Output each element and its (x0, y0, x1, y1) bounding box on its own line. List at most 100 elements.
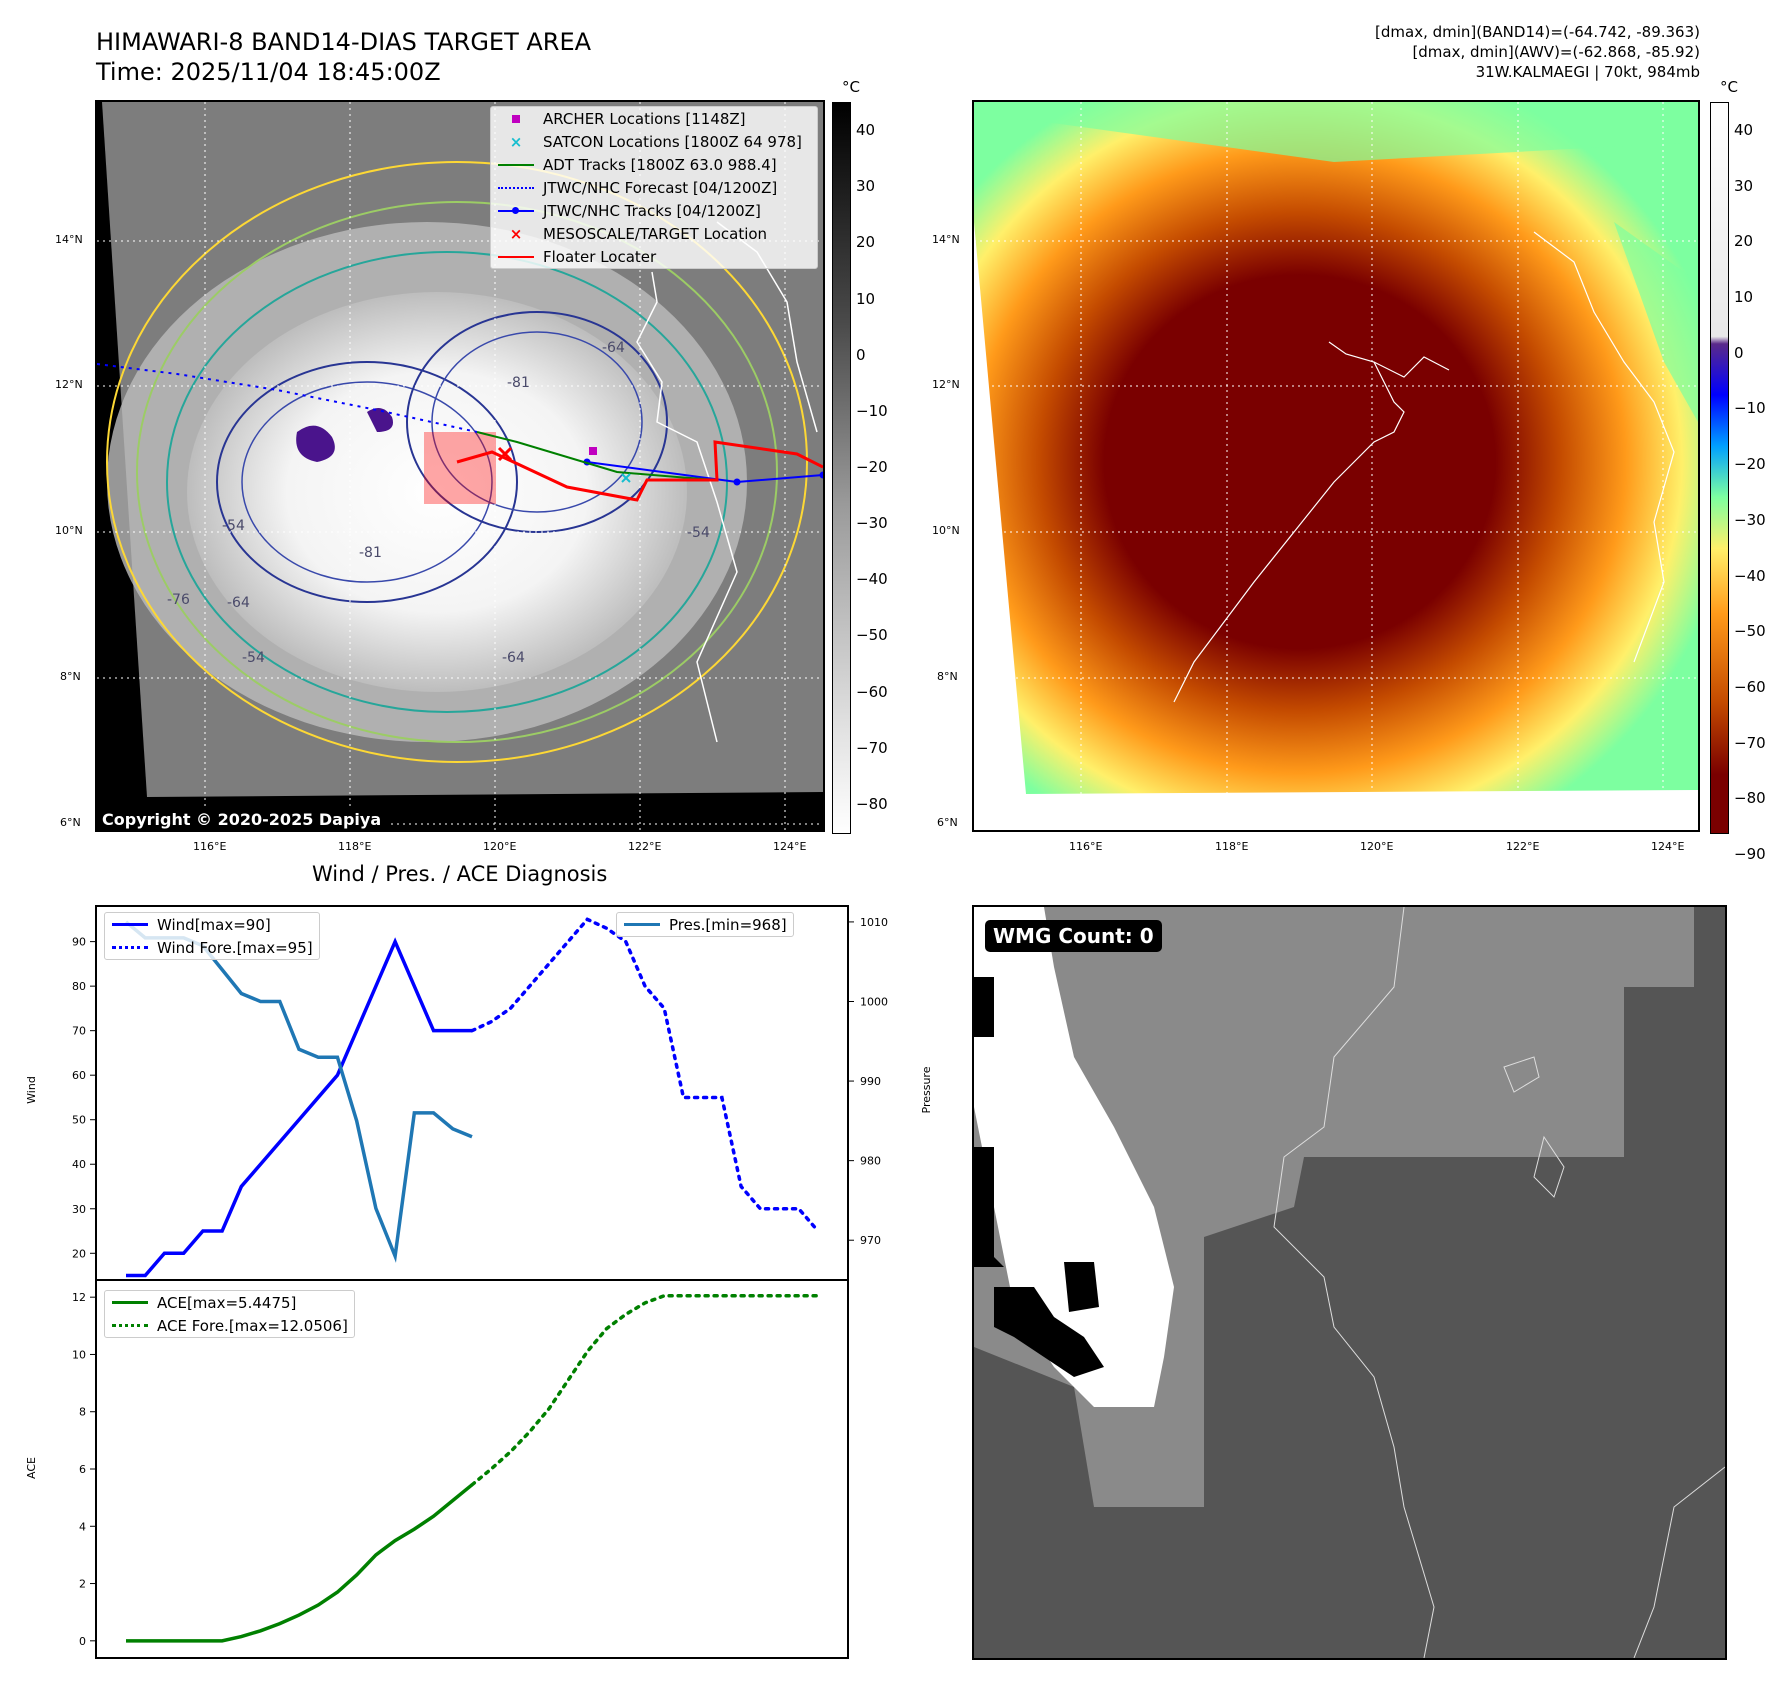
lat-label: 8°N (60, 670, 81, 683)
legend-label: JTWC/NHC Tracks [04/1200Z] (543, 201, 761, 220)
wind-ytick-label: 40 (72, 1158, 86, 1171)
copyright-badge: Copyright © 2020-2025 Dapiya (96, 807, 388, 832)
ace-ytick-label: 8 (79, 1406, 86, 1419)
legend-label: Pres.[min=968] (669, 915, 787, 934)
colorbar-tick-label: −30 (1734, 510, 1766, 529)
wind-ytick-label: 60 (72, 1069, 86, 1082)
pressure-ytick-label: 980 (860, 1155, 881, 1168)
colorbar-tick-label: −60 (856, 682, 888, 701)
stats-header: [dmax, dmin](BAND14)=(-64.742, -89.363) … (1375, 22, 1700, 82)
series-line-1 (470, 917, 820, 1233)
legend-label: ADT Tracks [1800Z 63.0 988.4] (543, 155, 777, 174)
ace-ytick-label: 6 (79, 1463, 86, 1476)
wmg-image (974, 907, 1725, 1658)
contour-label: -64 (227, 595, 250, 611)
colorbar-tick-label: −50 (1734, 622, 1766, 641)
wind-ytick-label: 20 (72, 1247, 86, 1260)
legend-ace: ACE[max=5.4475] (105, 1291, 354, 1314)
wind-ytick-label: 90 (72, 936, 86, 949)
colorbar-tick-label: −80 (856, 794, 888, 813)
colorbar-tick-label: 0 (1734, 343, 1744, 362)
colorbar-tick-label: 30 (1734, 176, 1754, 195)
legend-jtwc-forecast: JTWC/NHC Forecast [04/1200Z] (491, 176, 817, 199)
ace-series-line-0 (126, 1483, 474, 1643)
wind-pressure-chart: 20 30 40 50 60 70 80 90 970 980 990 1000 1010 Wind … (25, 905, 933, 1281)
colorbar-right-unit: °C (1720, 78, 1738, 96)
colorbar-tick-label: 10 (1734, 288, 1754, 306)
lon-label: 124°E (1651, 840, 1685, 853)
pressure-ytick-label: 990 (860, 1075, 881, 1088)
diag-title: Wind / Pres. / ACE Diagnosis (312, 862, 608, 886)
legend-label: JTWC/NHC Forecast [04/1200Z] (543, 178, 778, 197)
lat-label: 8°N (937, 670, 958, 683)
ir-map-panel: -54 -64 -81 -76 -54 -64 -54 -81 -64 (95, 100, 825, 832)
legend-satcon: × SATCON Locations [1800Z 64 978] (509, 132, 802, 151)
colorbar-left-unit: °C (842, 78, 860, 96)
ace-legend: ACE[max=5.4475] ACE Fore.[max=12.0506] (104, 1290, 355, 1338)
ace-plot-area (95, 1279, 849, 1659)
wmg-panel (972, 905, 1727, 1660)
lon-label: 120°E (483, 840, 517, 853)
legend-wind-forecast: Wind Fore.[max=95] (105, 936, 319, 959)
legend-label: Floater Locater (543, 247, 657, 266)
contour-label: -81 (359, 545, 382, 561)
lon-label: 118°E (338, 840, 372, 853)
lon-label: 116°E (1069, 840, 1103, 853)
colorbar-tick-label: −40 (1734, 566, 1766, 585)
legend-mesoscale: × MESOSCALE/TARGET Location (509, 224, 768, 243)
colorbar-tick-label: −50 (856, 626, 888, 645)
colorbar-tick-label: −40 (856, 570, 888, 589)
colorbar-tick-label: −20 (1734, 455, 1766, 474)
legend-label: ACE[max=5.4475] (157, 1293, 297, 1312)
legend-label: Wind Fore.[max=95] (157, 938, 313, 957)
ace-ytick-label: 0 (79, 1635, 86, 1648)
contour-label: -64 (502, 650, 525, 666)
colorbar-tick-label: 0 (856, 345, 866, 364)
ace-chart: 0 2 4 6 8 10 12 ACE (25, 1279, 849, 1659)
contour-label: -54 (687, 525, 710, 541)
lat-label: 12°N (932, 378, 960, 391)
enhanced-ir-panel (972, 100, 1700, 832)
legend-label: ARCHER Locations [1148Z] (543, 109, 746, 128)
legend-wind: Wind[max=90] (105, 913, 319, 936)
legend-jtwc-tracks: JTWC/NHC Tracks [04/1200Z] (491, 199, 817, 222)
lon-label: 116°E (193, 840, 227, 853)
legend-adt: ADT Tracks [1800Z 63.0 988.4] (491, 153, 817, 176)
lon-label: 124°E (773, 840, 807, 853)
ace-ytick-label: 4 (79, 1520, 86, 1533)
colorbar-tick-label: −60 (1734, 678, 1766, 696)
wmg-count-badge: WMG Count: 0 (985, 920, 1162, 952)
enhanced-ir-image (974, 102, 1698, 830)
colorbar-tick-label: 30 (856, 177, 876, 196)
wind-ytick-label: 50 (72, 1114, 86, 1127)
colorbar-tick-label: −20 (856, 458, 888, 476)
contour-label: -54 (222, 518, 245, 534)
colorbar-tick-label: 10 (856, 289, 876, 308)
colorbar-tick-label: −90 (1734, 845, 1766, 864)
pressure-ylabel: Pressure (920, 1066, 933, 1113)
legend-label: ACE Fore.[max=12.0506] (157, 1316, 348, 1335)
colorbar-tick-label: 20 (856, 233, 876, 252)
storm-info: 31W.KALMAEGI | 70kt, 984mb (1475, 63, 1700, 81)
wind-ytick-label: 70 (72, 1025, 86, 1038)
legend-archer: ARCHER Locations [1148Z] (491, 107, 817, 130)
stats-line-awv: [dmax, dmin](AWV)=(-62.868, -85.92) (1412, 43, 1700, 61)
wind-plot-area (95, 905, 849, 1281)
pressure-ytick-label: 1010 (860, 916, 888, 929)
lon-label: 120°E (1360, 840, 1394, 853)
ace-ytick-label: 10 (72, 1348, 86, 1361)
ace-ytick-label: 12 (72, 1291, 86, 1304)
colorbar-tick-label: −80 (1734, 789, 1766, 808)
map-time: Time: 2025/11/04 18:45:00Z (96, 58, 441, 86)
series-line-0 (126, 937, 472, 1278)
wind-ylabel: Wind (25, 1076, 38, 1104)
lat-label: 14°N (932, 233, 960, 246)
colorbar-tick-label: 40 (1734, 120, 1754, 139)
lat-label: 6°N (937, 816, 958, 829)
contour-label: -54 (242, 650, 265, 666)
lat-label: 10°N (55, 524, 83, 537)
lon-label: 122°E (1506, 840, 1540, 853)
pressure-ytick-label: 970 (860, 1234, 881, 1247)
colorbar-tick-label: −30 (856, 514, 888, 533)
lon-label: 122°E (628, 840, 662, 853)
